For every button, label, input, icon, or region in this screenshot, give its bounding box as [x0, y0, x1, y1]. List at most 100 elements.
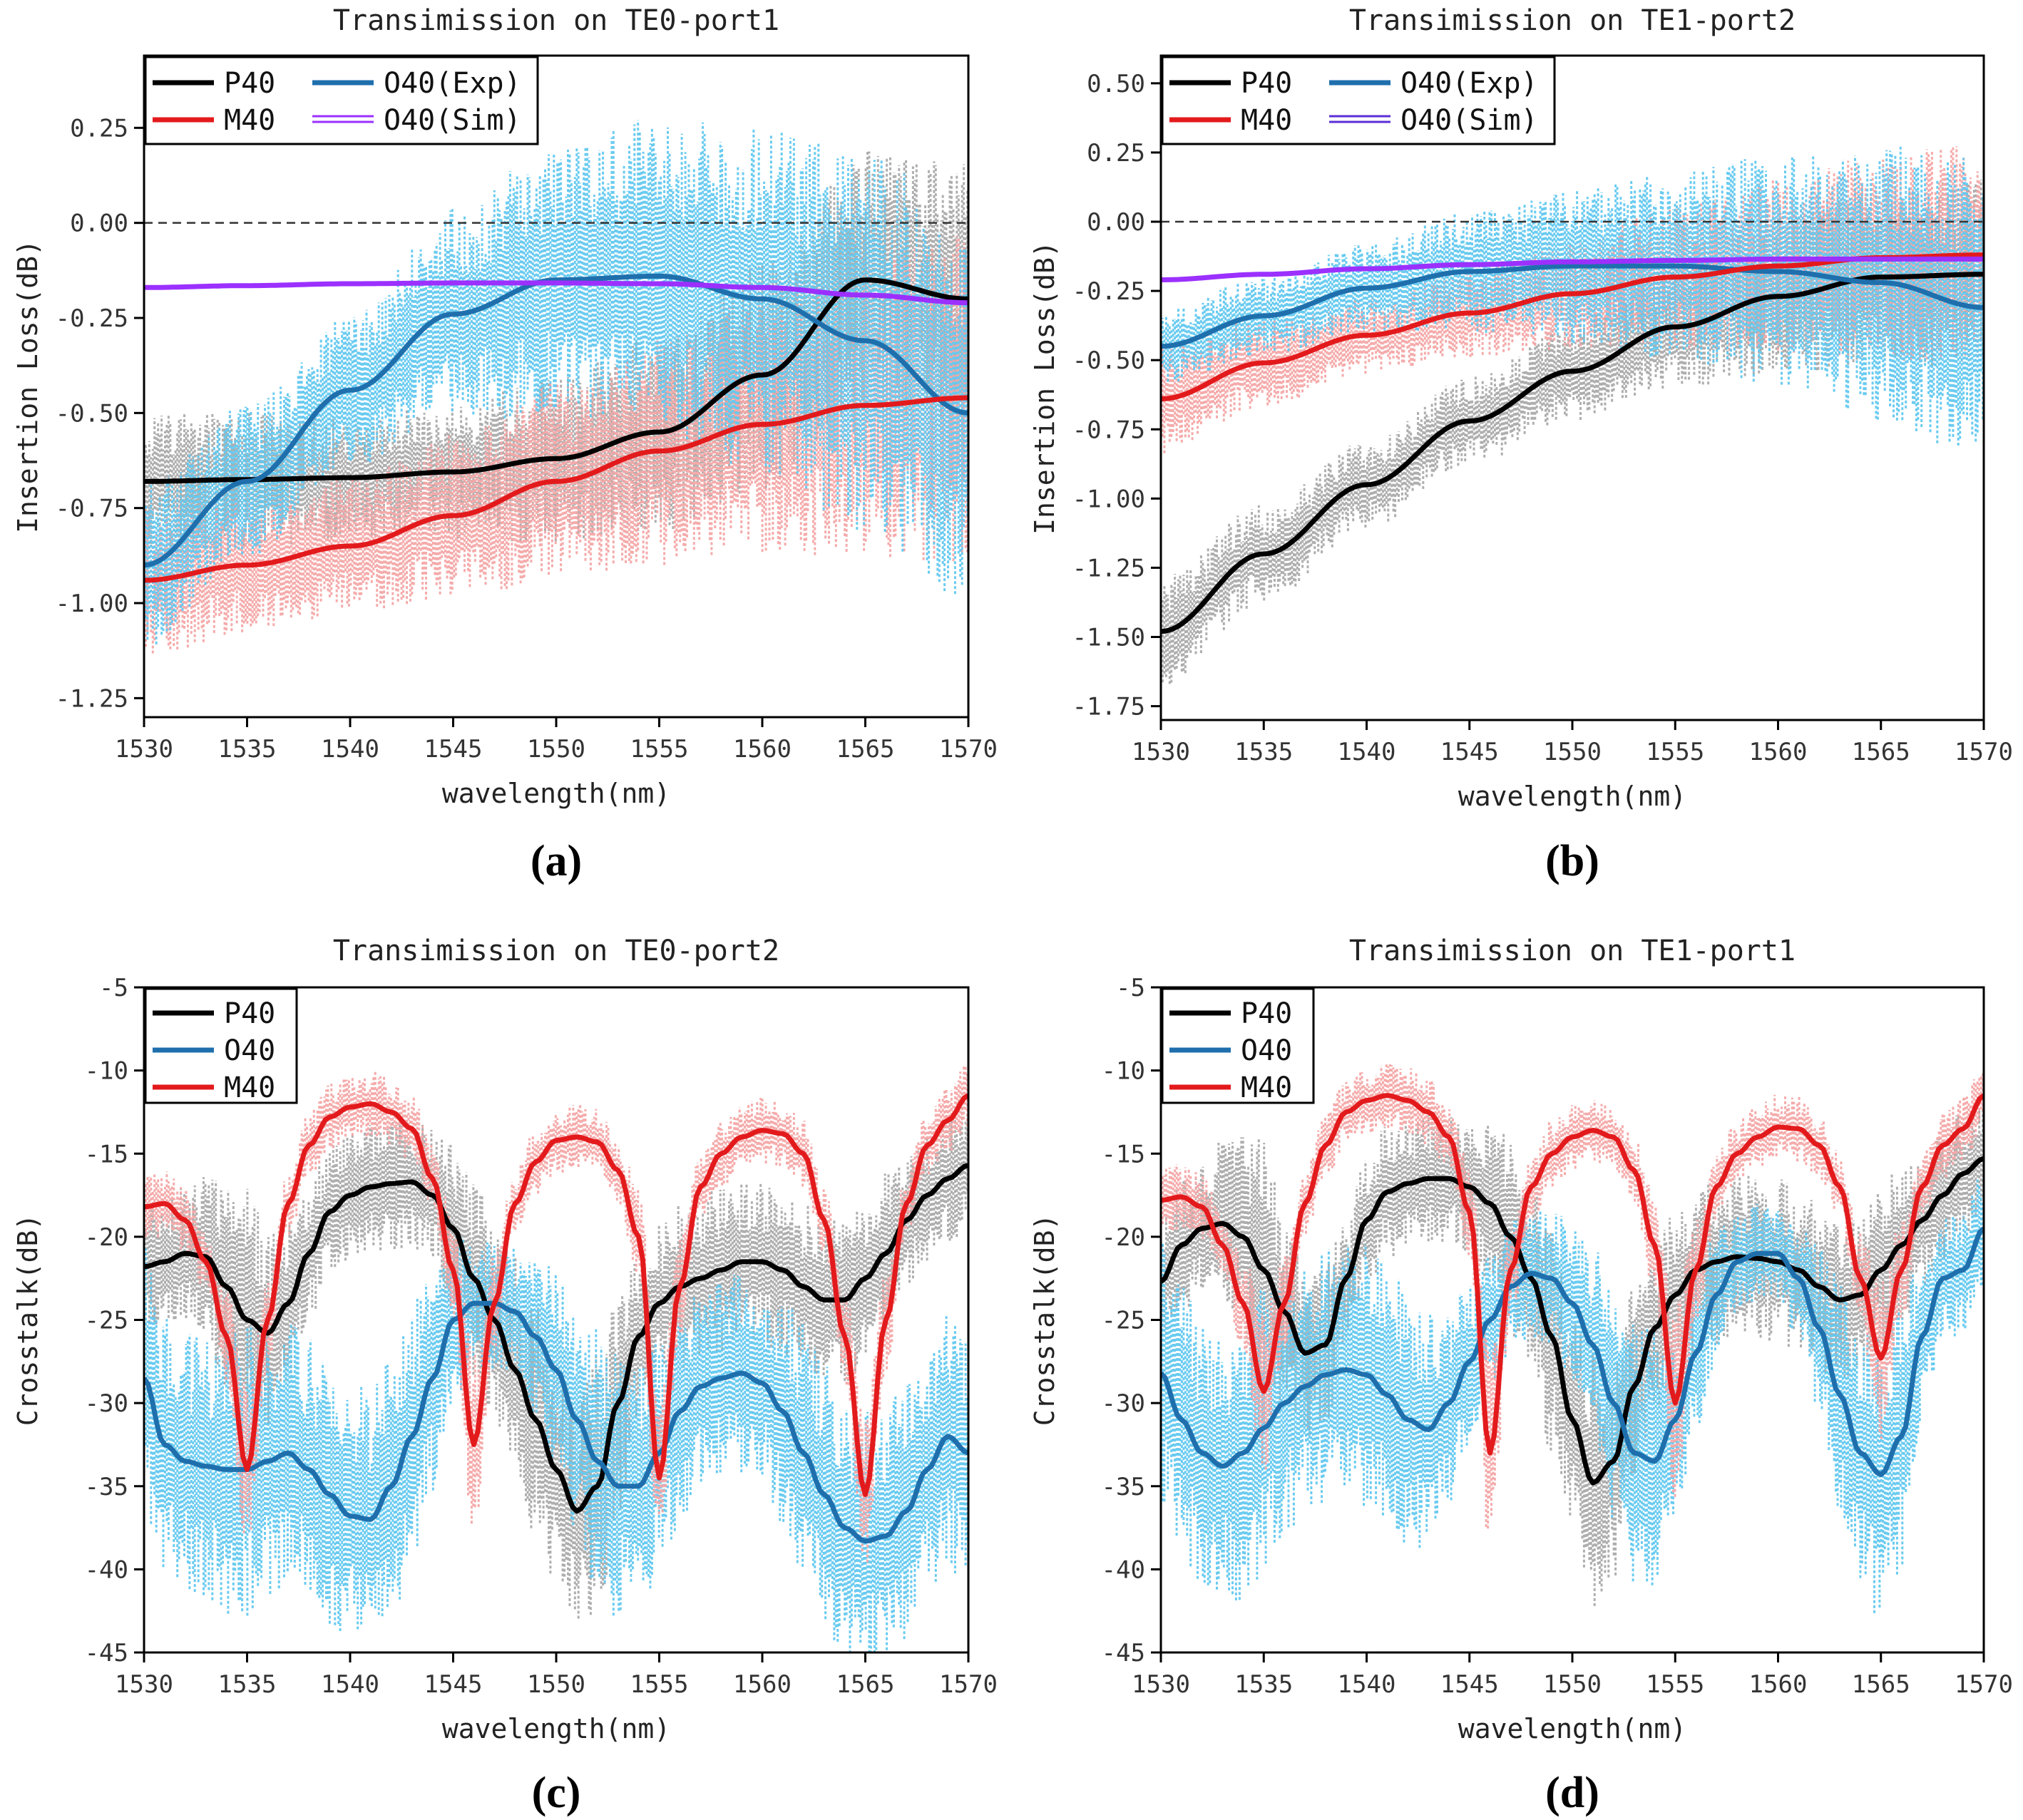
y-axis-title: Crosstalk(dB) [1029, 1214, 1060, 1426]
legend-label: O40 [1241, 1034, 1292, 1067]
y-tick-label: 0.00 [1087, 208, 1145, 237]
x-tick-label: 1560 [1749, 1670, 1808, 1699]
series-line-o40 [144, 1300, 968, 1544]
y-tick-label: -30 [1102, 1389, 1145, 1418]
series-line-o40 [1161, 1226, 1984, 1477]
chart-title: Transimission on TE1-port1 [1349, 935, 1796, 967]
y-tick-label: -10 [1102, 1057, 1145, 1086]
series-line-o40-sim- [144, 280, 968, 306]
y-tick-label: -40 [1102, 1556, 1145, 1584]
y-tick-label: -5 [99, 974, 128, 1002]
y-tick-label: -1.25 [56, 684, 128, 713]
legend-label: O40(Sim) [1400, 104, 1538, 137]
chart-panel-b: Transimission on TE1-port2 1530 1535 1540 15… [1029, 4, 2013, 885]
legend-box [144, 56, 539, 145]
y-tick-label: -35 [85, 1473, 128, 1501]
x-tick-label: 1530 [115, 735, 173, 764]
legend-label: O40 [224, 1034, 275, 1067]
legend-label: O40(Exp) [384, 67, 521, 100]
legend: P40 O40(Exp) M40 O40(Sim) [1161, 56, 1556, 145]
x-tick-label: 1530 [1132, 738, 1190, 766]
x-tick-label: 1565 [836, 1670, 895, 1699]
y-tick-label: -25 [1102, 1307, 1145, 1335]
chart-title: Transimission on TE0-port1 [333, 4, 779, 37]
y-tick-label: 0.25 [1087, 139, 1145, 168]
legend-label: M40 [224, 1071, 275, 1104]
y-tick-label: -25 [85, 1307, 128, 1335]
chart-title: Transimission on TE1-port2 [1349, 4, 1796, 37]
y-tick-label: -0.25 [1072, 277, 1145, 306]
legend-label: M40 [1241, 1071, 1292, 1104]
y-tick-label: -0.75 [1072, 416, 1145, 444]
x-tick-label: 1560 [1749, 738, 1808, 766]
x-axis-title: wavelength(nm) [442, 1713, 670, 1744]
x-tick-label: 1535 [218, 1670, 277, 1699]
x-tick-label: 1570 [939, 735, 998, 764]
series-line-p40 [144, 277, 968, 484]
legend-label: M40 [1241, 104, 1292, 137]
legend-label: M40 [224, 104, 275, 137]
panel-label: (a) [531, 837, 582, 885]
y-tick-label: -1.75 [1072, 693, 1145, 721]
x-tick-label: 1540 [1338, 1670, 1396, 1699]
panel-label: (c) [532, 1769, 581, 1817]
y-tick-label: -20 [85, 1223, 128, 1252]
x-tick-label: 1535 [218, 735, 277, 764]
x-tick-label: 1565 [836, 735, 895, 764]
plot-area [1161, 1064, 1984, 1613]
x-tick-label: 1545 [424, 1670, 483, 1699]
x-tick-label: 1535 [1234, 738, 1293, 766]
legend: P40 O40 M40 [1161, 987, 1315, 1104]
y-axis-title: Crosstalk(dB) [12, 1214, 43, 1426]
legend: P40 O40(Exp) M40 O40(Sim) [144, 56, 539, 145]
y-tick-label: 0.00 [70, 210, 128, 238]
legend-label: P40 [1241, 997, 1292, 1030]
y-tick-label: -35 [1102, 1473, 1145, 1501]
x-tick-label: 1555 [1646, 738, 1704, 766]
series-line-o40-exp- [1161, 263, 1984, 349]
series-line-o40-exp- [144, 273, 968, 568]
series-line-m40 [144, 1093, 968, 1497]
y-tick-label: -45 [85, 1639, 128, 1667]
legend-box [1161, 56, 1556, 145]
noise-band-o40 [1161, 1179, 1984, 1613]
y-tick-label: -15 [85, 1140, 128, 1168]
x-tick-label: 1530 [1132, 1670, 1190, 1699]
x-tick-label: 1545 [1440, 1670, 1499, 1699]
y-tick-label: -40 [85, 1556, 128, 1584]
x-tick-label: 1560 [733, 1670, 792, 1699]
y-tick-label: -0.25 [56, 304, 128, 333]
x-tick-label: 1545 [1440, 738, 1499, 766]
y-axis-title: Insertion Loss(dB) [12, 240, 43, 533]
chart-title: Transimission on TE0-port2 [333, 935, 779, 967]
x-tick-label: 1555 [630, 1670, 689, 1699]
chart-panel-c: Transimission on TE0-port2 1530 1535 1540 15… [12, 935, 998, 1817]
x-tick-label: 1570 [939, 1670, 998, 1699]
legend-box [144, 987, 298, 1104]
x-tick-label: 1550 [527, 735, 585, 764]
legend: P40 O40 M40 [144, 987, 298, 1104]
plot-area [144, 1065, 968, 1652]
y-tick-label: -1.00 [56, 590, 128, 618]
x-axis-title: wavelength(nm) [1458, 1713, 1686, 1744]
x-axis-title: wavelength(nm) [1458, 781, 1686, 812]
x-tick-label: 1565 [1852, 738, 1910, 766]
legend-label: O40(Sim) [384, 104, 521, 137]
x-tick-label: 1540 [1338, 738, 1396, 766]
x-tick-label: 1540 [321, 1670, 379, 1699]
legend-label: O40(Exp) [1400, 67, 1538, 100]
x-tick-label: 1550 [527, 1670, 585, 1699]
x-tick-label: 1530 [115, 1670, 173, 1699]
x-tick-label: 1565 [1852, 1670, 1910, 1699]
series-line-p40 [144, 1163, 968, 1514]
x-tick-label: 1570 [1955, 1670, 2013, 1699]
x-tick-label: 1560 [733, 735, 792, 764]
x-tick-label: 1555 [1646, 1670, 1704, 1699]
y-tick-label: -30 [85, 1389, 128, 1418]
x-tick-label: 1535 [1234, 1670, 1293, 1699]
x-tick-label: 1540 [321, 735, 379, 764]
x-axis-title: wavelength(nm) [442, 778, 670, 809]
legend-box [1161, 987, 1315, 1104]
series-line-m40 [1161, 1093, 1984, 1456]
x-tick-label: 1555 [630, 735, 689, 764]
